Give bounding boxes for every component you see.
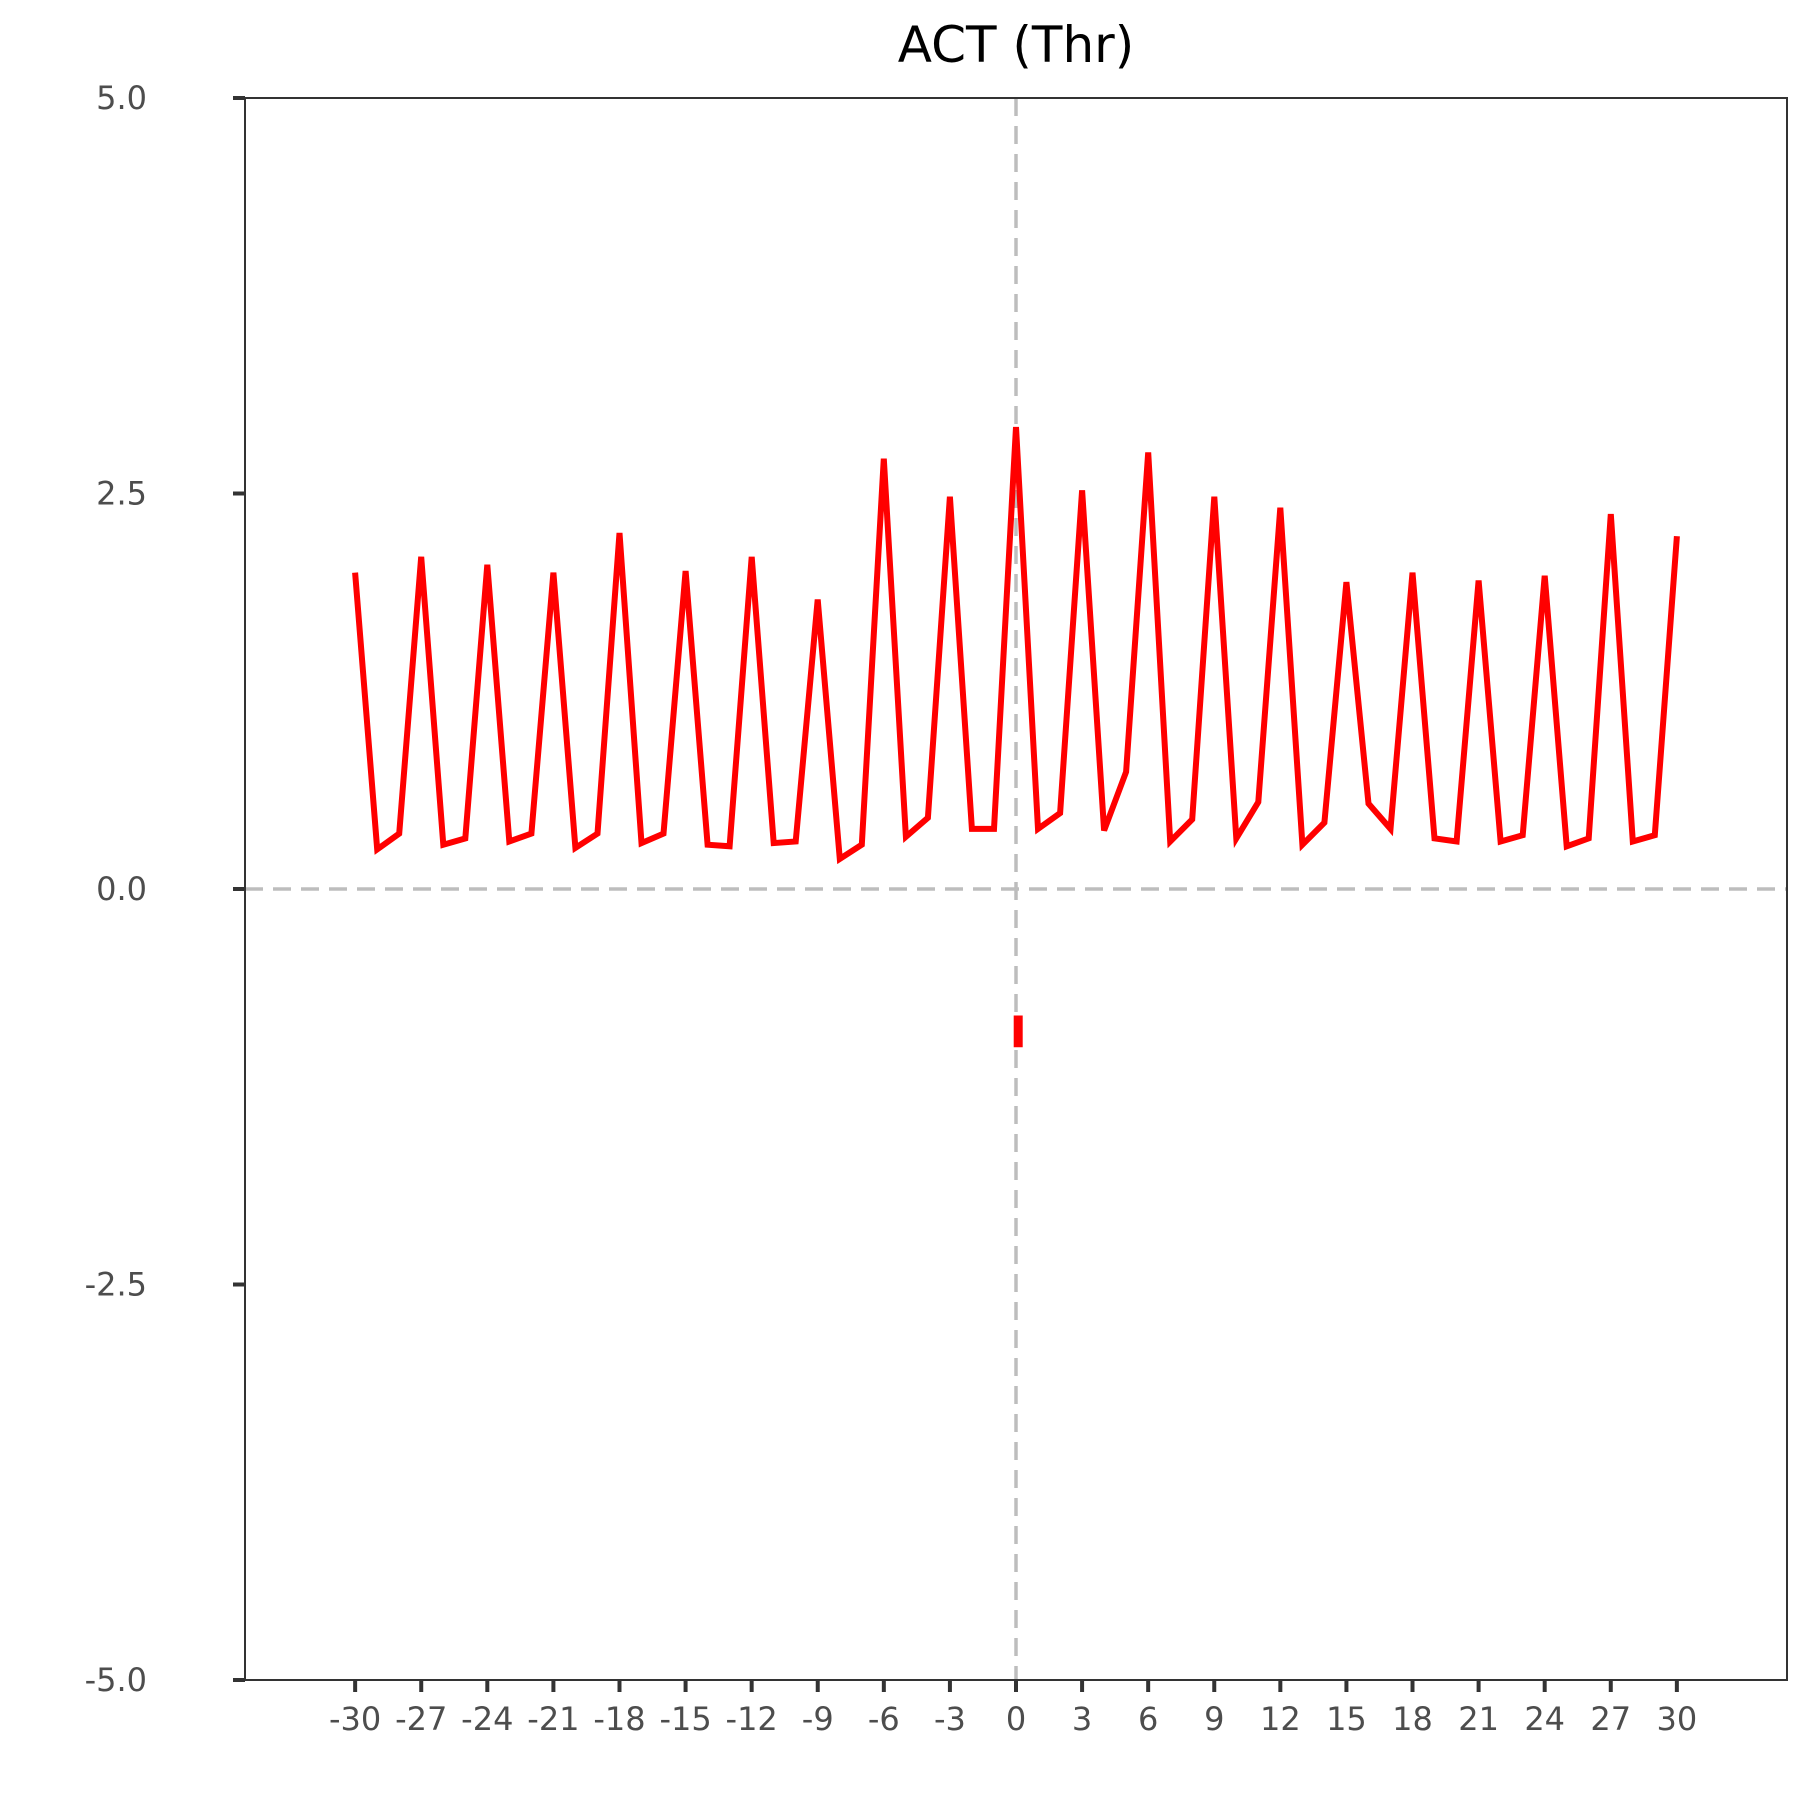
y-tick-label: 5.0 (96, 79, 147, 117)
x-tick-label: -15 (659, 1700, 711, 1738)
series-layer (352, 426, 1680, 1048)
y-tick-label: -2.5 (85, 1266, 147, 1304)
x-tick-label: -21 (527, 1700, 579, 1738)
chart-title: ACT (Thr) (898, 16, 1134, 74)
x-tick-label: -9 (802, 1700, 834, 1738)
x-tick-label: -30 (329, 1700, 381, 1738)
x-tick-label: 21 (1458, 1700, 1499, 1738)
x-tick-label: 18 (1392, 1700, 1433, 1738)
y-tick-label: 0.0 (96, 870, 147, 908)
x-tick-label: -6 (868, 1700, 900, 1738)
reference-lines (245, 98, 1787, 1680)
x-tick-label: 0 (1006, 1700, 1026, 1738)
x-tick-label: -18 (593, 1700, 645, 1738)
series-line (352, 426, 1680, 865)
x-tick-label: 15 (1326, 1700, 1367, 1738)
y-tick-label: 2.5 (96, 475, 147, 513)
x-tick-label: -27 (395, 1700, 447, 1738)
x-tick-label: 3 (1072, 1700, 1092, 1738)
x-tick-label: 27 (1590, 1700, 1631, 1738)
x-tick-label: 6 (1138, 1700, 1158, 1738)
axes: -30 -27 -24 -21 -18 -15 -12 -9 -6 -3 0 3 6 9 12 15 18 21 2… (85, 79, 1698, 1738)
x-tick-label: -24 (461, 1700, 513, 1738)
x-tick-label: 12 (1260, 1700, 1301, 1738)
x-tick-label: -3 (934, 1700, 966, 1738)
y-tick-label: -5.0 (85, 1661, 147, 1699)
x-tick-label: 9 (1204, 1700, 1224, 1738)
x-tick-label: -12 (726, 1700, 778, 1738)
x-tick-label: 24 (1524, 1700, 1565, 1738)
x-tick-label: 30 (1656, 1700, 1697, 1738)
